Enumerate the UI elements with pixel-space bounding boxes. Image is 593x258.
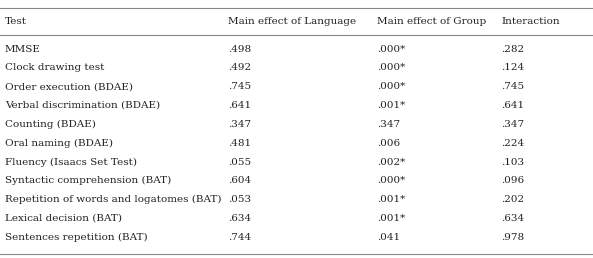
Text: .745: .745 xyxy=(228,82,251,91)
Text: .001*: .001* xyxy=(377,195,405,204)
Text: Repetition of words and logatomes (BAT): Repetition of words and logatomes (BAT) xyxy=(5,195,221,204)
Text: .978: .978 xyxy=(501,233,524,242)
Text: .001*: .001* xyxy=(377,101,405,110)
Text: .347: .347 xyxy=(377,120,400,129)
Text: Oral naming (BDAE): Oral naming (BDAE) xyxy=(5,139,113,148)
Text: .000*: .000* xyxy=(377,176,405,185)
Text: .282: .282 xyxy=(501,45,524,53)
Text: .055: .055 xyxy=(228,158,251,166)
Text: .745: .745 xyxy=(501,82,524,91)
Text: Verbal discrimination (BDAE): Verbal discrimination (BDAE) xyxy=(5,101,160,110)
Text: .604: .604 xyxy=(228,176,251,185)
Text: .498: .498 xyxy=(228,45,251,53)
Text: .124: .124 xyxy=(501,63,524,72)
Text: .641: .641 xyxy=(501,101,524,110)
Text: .202: .202 xyxy=(501,195,524,204)
Text: .001*: .001* xyxy=(377,214,405,223)
Text: Interaction: Interaction xyxy=(501,18,560,26)
Text: Clock drawing test: Clock drawing test xyxy=(5,63,104,72)
Text: .744: .744 xyxy=(228,233,251,242)
Text: .041: .041 xyxy=(377,233,400,242)
Text: Fluency (Isaacs Set Test): Fluency (Isaacs Set Test) xyxy=(5,157,137,167)
Text: .492: .492 xyxy=(228,63,251,72)
Text: Main effect of Group: Main effect of Group xyxy=(377,18,486,26)
Text: .053: .053 xyxy=(228,195,251,204)
Text: .002*: .002* xyxy=(377,158,405,166)
Text: .634: .634 xyxy=(501,214,524,223)
Text: .224: .224 xyxy=(501,139,524,148)
Text: .641: .641 xyxy=(228,101,251,110)
Text: MMSE: MMSE xyxy=(5,45,40,53)
Text: Main effect of Language: Main effect of Language xyxy=(228,18,356,26)
Text: Sentences repetition (BAT): Sentences repetition (BAT) xyxy=(5,233,148,242)
Text: Syntactic comprehension (BAT): Syntactic comprehension (BAT) xyxy=(5,176,171,186)
Text: .347: .347 xyxy=(228,120,251,129)
Text: .000*: .000* xyxy=(377,45,405,53)
Text: Lexical decision (BAT): Lexical decision (BAT) xyxy=(5,214,122,223)
Text: .481: .481 xyxy=(228,139,251,148)
Text: .096: .096 xyxy=(501,176,524,185)
Text: .006: .006 xyxy=(377,139,400,148)
Text: .103: .103 xyxy=(501,158,524,166)
Text: .000*: .000* xyxy=(377,82,405,91)
Text: .634: .634 xyxy=(228,214,251,223)
Text: .347: .347 xyxy=(501,120,524,129)
Text: .000*: .000* xyxy=(377,63,405,72)
Text: Counting (BDAE): Counting (BDAE) xyxy=(5,120,95,129)
Text: Test: Test xyxy=(5,18,27,26)
Text: Order execution (BDAE): Order execution (BDAE) xyxy=(5,82,133,91)
